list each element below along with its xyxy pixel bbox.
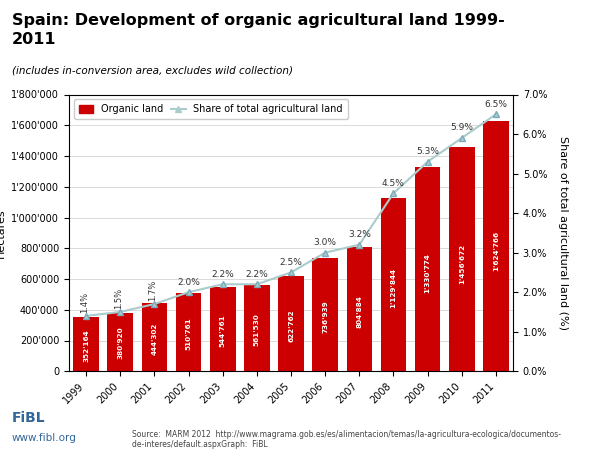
Text: 544'761: 544'761 <box>220 315 226 347</box>
Text: 3.0%: 3.0% <box>314 238 337 247</box>
Text: Source:  MARM 2012  http://www.magrama.gob.es/es/alimentacion/temas/la-agricultu: Source: MARM 2012 http://www.magrama.gob… <box>132 430 561 449</box>
Text: 1'456'672: 1'456'672 <box>459 244 465 284</box>
Bar <box>142 303 167 371</box>
Text: 444'302: 444'302 <box>151 322 157 355</box>
Text: 1'624'766: 1'624'766 <box>493 231 499 271</box>
Text: 736'939: 736'939 <box>322 301 328 333</box>
Bar <box>107 313 133 371</box>
Text: 5.9%: 5.9% <box>450 123 473 132</box>
Text: www.fibl.org: www.fibl.org <box>12 433 77 443</box>
Bar <box>380 198 406 371</box>
Text: 380'920: 380'920 <box>117 327 123 360</box>
Text: 6.5%: 6.5% <box>484 100 508 109</box>
Text: 2.2%: 2.2% <box>245 270 268 279</box>
Bar <box>483 122 509 371</box>
Bar <box>313 258 338 371</box>
Bar <box>449 147 475 371</box>
Text: 1'330'774: 1'330'774 <box>425 253 431 293</box>
Bar <box>415 166 440 371</box>
Y-axis label: Share of total agricultural land (%): Share of total agricultural land (%) <box>558 136 568 330</box>
Text: 2.2%: 2.2% <box>211 270 234 279</box>
Text: (includes in-conversion area, excludes wild collection): (includes in-conversion area, excludes w… <box>12 65 293 75</box>
Bar <box>210 288 235 371</box>
Text: 804'884: 804'884 <box>356 296 362 328</box>
Bar <box>244 285 269 371</box>
Legend: Organic land, Share of total agricultural land: Organic land, Share of total agricultura… <box>74 99 348 119</box>
Text: 622'762: 622'762 <box>288 309 294 342</box>
Bar <box>176 292 202 371</box>
Text: 3.2%: 3.2% <box>348 230 371 239</box>
Text: 2.0%: 2.0% <box>177 278 200 287</box>
Text: 510'761: 510'761 <box>185 317 191 350</box>
Bar <box>347 248 372 371</box>
Text: 2.5%: 2.5% <box>280 258 302 267</box>
Bar <box>73 317 99 371</box>
Text: 5.3%: 5.3% <box>416 147 439 156</box>
Text: 4.5%: 4.5% <box>382 179 405 188</box>
Text: 1'129'844: 1'129'844 <box>391 268 397 308</box>
Text: 1.5%: 1.5% <box>114 288 123 309</box>
Text: Spain: Development of organic agricultural land 1999-
2011: Spain: Development of organic agricultur… <box>12 14 505 47</box>
Text: 1.4%: 1.4% <box>80 292 89 313</box>
Text: 561'530: 561'530 <box>254 314 260 346</box>
Bar <box>278 275 304 371</box>
Text: 352'164: 352'164 <box>83 329 89 361</box>
Text: 1.7%: 1.7% <box>148 279 157 301</box>
Text: FiBL: FiBL <box>12 411 46 425</box>
Y-axis label: Hectares: Hectares <box>0 208 6 258</box>
